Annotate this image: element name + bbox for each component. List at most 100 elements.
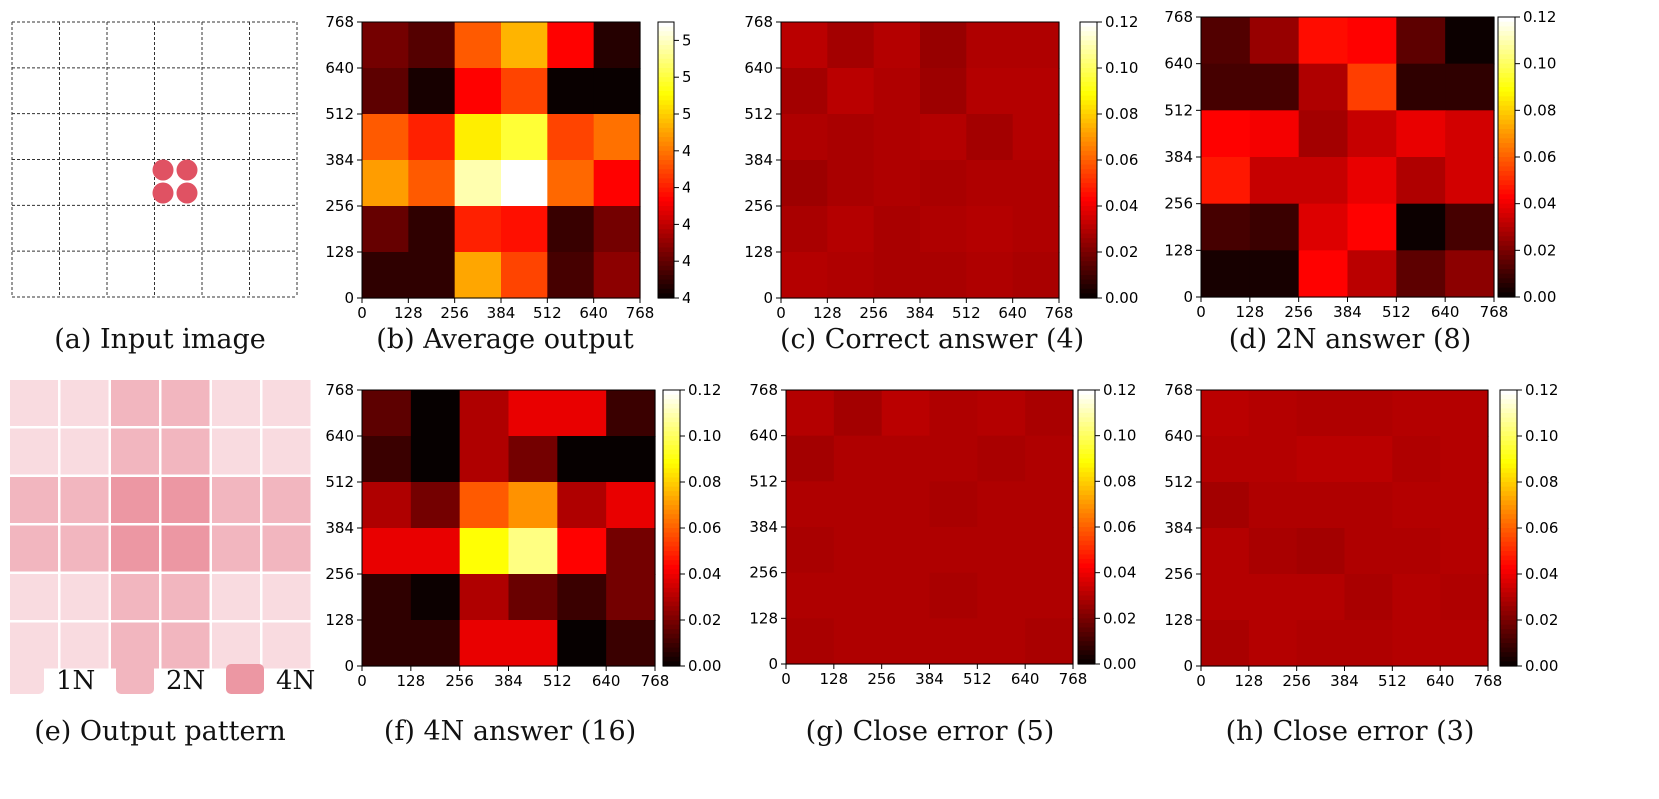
heatmap-cell (929, 618, 978, 665)
colorbar-segment (1078, 645, 1095, 651)
heatmap-cell (454, 114, 502, 161)
colorbar-segment (663, 620, 680, 626)
pattern-cell (60, 622, 109, 669)
colorbar-segment (1498, 194, 1515, 200)
heatmap-cell (1298, 157, 1349, 205)
heatmap-cell (1298, 17, 1349, 65)
colorbar-segment (663, 583, 680, 589)
heatmap-cell (1440, 528, 1489, 575)
colorbar-segment (1078, 417, 1095, 423)
colorbar-segment (658, 261, 674, 267)
colorbar-segment (658, 45, 674, 51)
colorbar-segment (1080, 279, 1097, 285)
input-image-grid (11, 21, 298, 298)
heatmap-cell (1347, 203, 1397, 251)
colorbar-segment (1500, 514, 1517, 520)
colorbar-segment (1080, 219, 1097, 225)
y-tick-label: 640 (744, 59, 773, 77)
colorbar-segment (1078, 581, 1095, 587)
colorbar-segment (658, 54, 674, 60)
colorbar-segment (658, 192, 674, 198)
heatmap-cell (1396, 250, 1446, 298)
pattern-cell (10, 525, 58, 572)
heatmap-cell (1440, 390, 1489, 437)
colorbar-segment (1078, 490, 1095, 496)
pattern-cell (212, 622, 260, 669)
heatmap-cell (1344, 574, 1393, 621)
colorbar-segment (658, 72, 674, 78)
colorbar-tick-label: 0.06 (1103, 518, 1136, 536)
colorbar-segment (658, 141, 674, 147)
colorbar-segment (1078, 527, 1095, 533)
colorbar-segment (663, 647, 680, 653)
colorbar-segment (1500, 426, 1517, 432)
panel-d: 0 128 256 384 512 640 768 0 128 256 384 512 640 768 0.… (1155, 5, 1575, 322)
heatmap-cell (920, 68, 967, 115)
colorbar-segment (663, 532, 680, 538)
colorbar-segment (658, 63, 674, 69)
colorbar-segment (1498, 91, 1515, 97)
heatmap-cell (1248, 528, 1298, 575)
colorbar-segment (663, 638, 680, 644)
heatmap-cell (881, 390, 931, 437)
colorbar-segment (658, 178, 674, 184)
y-tick-label: 256 (1164, 565, 1193, 583)
colorbar-segment (1080, 77, 1097, 83)
colorbar-segment (1078, 540, 1095, 546)
heatmap-cell (547, 114, 595, 161)
colorbar-tick-label: 0.00 (1105, 289, 1138, 307)
heatmap-cell (966, 252, 1014, 299)
colorbar-segment (663, 629, 680, 635)
colorbar-segment (1498, 21, 1515, 27)
colorbar-segment (658, 265, 674, 271)
colorbar-segment (663, 417, 680, 423)
y-tick-label: 512 (749, 472, 778, 490)
heatmap-cell (881, 435, 931, 482)
colorbar-segment (663, 597, 680, 603)
colorbar-segment (1498, 147, 1515, 153)
heatmap-cell (873, 114, 921, 161)
heatmap-cell (920, 252, 967, 299)
colorbar-segment (1078, 390, 1095, 396)
heatmap-cell (1296, 436, 1346, 483)
colorbar-segment (1500, 403, 1517, 409)
x-tick-label: 128 (397, 672, 426, 690)
colorbar-segment (658, 256, 674, 262)
colorbar-tick-label: 4.4 (682, 215, 690, 233)
heatmap-cell (1201, 620, 1250, 667)
colorbar-segment (1078, 554, 1095, 560)
colorbar-segment (663, 569, 680, 575)
colorbar-segment (1498, 180, 1515, 186)
heatmap-cell (833, 481, 883, 528)
heatmap-cell (1392, 390, 1441, 437)
colorbar-segment (1078, 609, 1095, 615)
colorbar-segment (1500, 408, 1517, 414)
colorbar-segment (1500, 643, 1517, 649)
colorbar-segment (1498, 40, 1515, 46)
colorbar-segment (1500, 431, 1517, 437)
heatmap-cell (1445, 63, 1495, 111)
colorbar-tick-label: 4.2 (682, 252, 690, 270)
colorbar-segment (1080, 265, 1097, 271)
heatmap-cell (508, 574, 558, 621)
heatmap-cell (929, 572, 978, 619)
colorbar-tick-label: 0.04 (1105, 197, 1138, 215)
colorbar-frame (657, 21, 675, 299)
heatmap-cell (1344, 390, 1393, 437)
pattern-cell (60, 525, 109, 572)
x-tick-label: 384 (487, 304, 516, 322)
heatmap-cell (1298, 203, 1349, 251)
heatmap-cell (873, 252, 921, 299)
colorbar-segment (1500, 574, 1517, 580)
heatmap-cell (1201, 528, 1250, 575)
colorbar-segment (1498, 26, 1515, 32)
colorbar-segment (1500, 624, 1517, 630)
colorbar-segment (1500, 592, 1517, 598)
colorbar-segment (1498, 87, 1515, 93)
y-tick-label: 256 (325, 565, 354, 583)
pattern-cell (10, 380, 58, 426)
heatmap-cell (1344, 528, 1393, 575)
colorbar-segment (1500, 440, 1517, 446)
colorbar-segment (658, 270, 674, 276)
heatmap-cell (362, 114, 409, 161)
